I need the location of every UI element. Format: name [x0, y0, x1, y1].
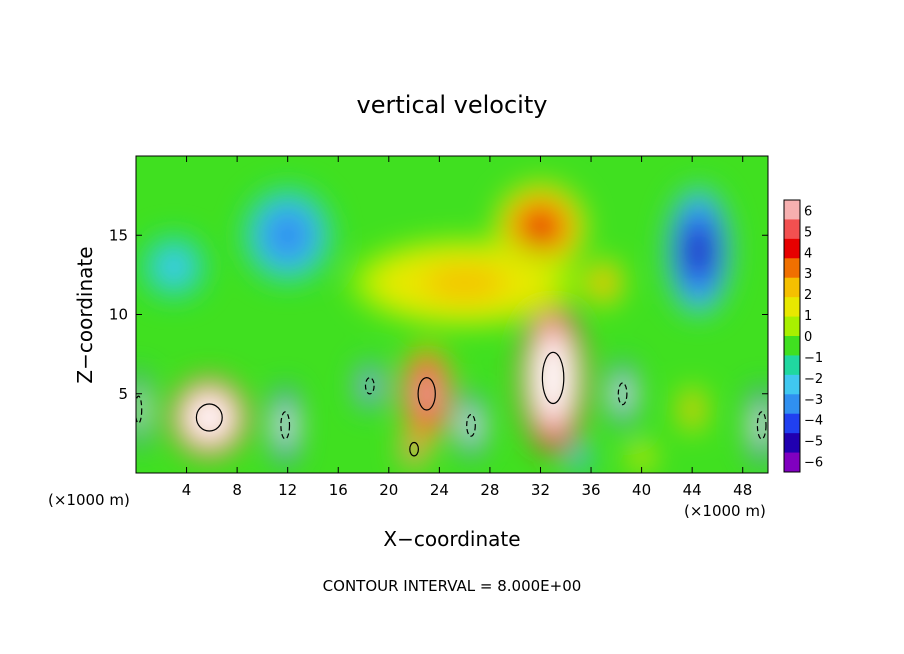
contour-14 [364, 377, 375, 395]
colorbar-swatch-6 [784, 316, 800, 337]
colorbar-tick-8: −2 [804, 372, 823, 387]
updraft-cell-5-level-3 [596, 274, 611, 292]
x-axis-label: X−coordinate [383, 527, 520, 551]
x-unit-left: (×1000 m) [48, 491, 130, 509]
colorbar-swatch-7 [784, 336, 800, 356]
updraft-cell-0-level-3 [195, 403, 223, 432]
updraft-cell-1-level-3 [417, 376, 436, 411]
chart-title: vertical velocity [357, 91, 548, 119]
x-tick-label-7: 32 [531, 481, 550, 499]
x-tick-label-2: 12 [278, 481, 297, 499]
downdraft-cell-16-level-3 [618, 382, 628, 406]
colorbar-swatch-4 [784, 277, 800, 298]
x-tick-label-6: 28 [480, 481, 499, 499]
colorbar-tick-6: 0 [804, 330, 812, 345]
updraft-cell-7-level-3 [409, 442, 419, 457]
updraft-cell-4-level-3 [423, 267, 506, 299]
colorbar-swatch-0 [784, 200, 800, 220]
contour-0 [195, 403, 223, 432]
updraft-cell-6-level-3 [687, 401, 697, 419]
downdraft-cell-14-level-3 [365, 377, 375, 395]
colorbar-swatch-11 [784, 413, 800, 434]
contour-interval-note: CONTOUR INTERVAL = 8.000E+00 [323, 577, 582, 595]
colorbar-swatch-10 [784, 394, 800, 415]
colorbar-tick-2: 4 [804, 246, 812, 261]
colorbar-swatch-1 [784, 219, 800, 240]
x-unit-right: (×1000 m) [684, 502, 766, 520]
colorbar-swatch-13 [784, 452, 800, 473]
colorbar-tick-5: 1 [804, 309, 812, 324]
contour-12 [136, 395, 143, 424]
x-axis-ticks: 4 8 12 16 20 24 28 32 36 40 44 48 [182, 156, 752, 499]
x-tick-label-4: 20 [379, 481, 398, 499]
downdraft-cell-17-level-3 [757, 411, 767, 440]
y-tick-label-2: 15 [109, 226, 128, 244]
colorbar-swatch-3 [784, 258, 800, 279]
x-tick-label-1: 8 [232, 481, 242, 499]
updraft-cell-3-level-3 [524, 211, 557, 243]
colorbar-frame [783, 199, 801, 473]
colorbar-tick-11: −5 [804, 435, 823, 450]
contour-1 [417, 376, 436, 411]
x-tick-label-10: 44 [683, 481, 702, 499]
colorbar-tick-3: 3 [804, 267, 812, 282]
contour-17 [756, 411, 767, 440]
colorbar-tick-1: 5 [804, 225, 812, 240]
downdraft-cell-18-level-3 [573, 451, 584, 463]
colorbar-swatch-2 [784, 238, 800, 259]
contour-lines [136, 351, 767, 457]
colorbar-tick-4: 2 [804, 288, 812, 303]
y-axis-ticks: 5 10 15 [109, 226, 768, 403]
colorbar-tick-10: −4 [804, 414, 823, 429]
colorbar-swatch-5 [784, 297, 800, 318]
updraft-cell-8-level-3 [637, 452, 647, 463]
downdraft-cell-11-level-3 [162, 255, 186, 279]
x-tick-label-8: 36 [581, 481, 600, 499]
colorbar-swatch-9 [784, 374, 800, 395]
x-tick-label-5: 24 [430, 481, 449, 499]
contour-7 [409, 441, 420, 457]
contour-2 [541, 351, 565, 405]
colorbar-tick-0: 6 [804, 205, 812, 220]
contour-16 [617, 382, 628, 406]
x-tick-label-0: 4 [182, 481, 192, 499]
colorbar-swatch-8 [784, 355, 800, 376]
downdraft-cell-9-level-3 [271, 218, 304, 253]
downdraft-cell-12-level-3 [136, 395, 142, 424]
colorbar-tick-7: −1 [804, 351, 823, 366]
downdraft-cell-10-level-3 [687, 228, 710, 274]
colorbar: 6 5 4 3 2 1 0 −1 −2 −3 −4 −5 −6 [783, 199, 823, 473]
y-tick-label-1: 10 [109, 306, 128, 324]
colorbar-tick-9: −3 [804, 393, 823, 408]
contour-13 [280, 411, 291, 440]
contour-15 [466, 414, 476, 437]
plot-area [136, 156, 768, 473]
velocity-field [136, 183, 768, 473]
y-axis-label: Z−coordinate [73, 246, 97, 383]
x-tick-label-9: 40 [632, 481, 651, 499]
downdraft-cell-13-level-3 [280, 411, 290, 440]
x-tick-label-3: 16 [329, 481, 348, 499]
x-tick-label-11: 48 [733, 481, 752, 499]
y-tick-label-0: 5 [118, 385, 128, 403]
updraft-cell-2-level-3 [541, 350, 565, 405]
downdraft-cell-15-level-3 [466, 414, 476, 437]
colorbar-tick-12: −6 [804, 456, 823, 471]
colorbar-swatch-12 [784, 433, 800, 454]
